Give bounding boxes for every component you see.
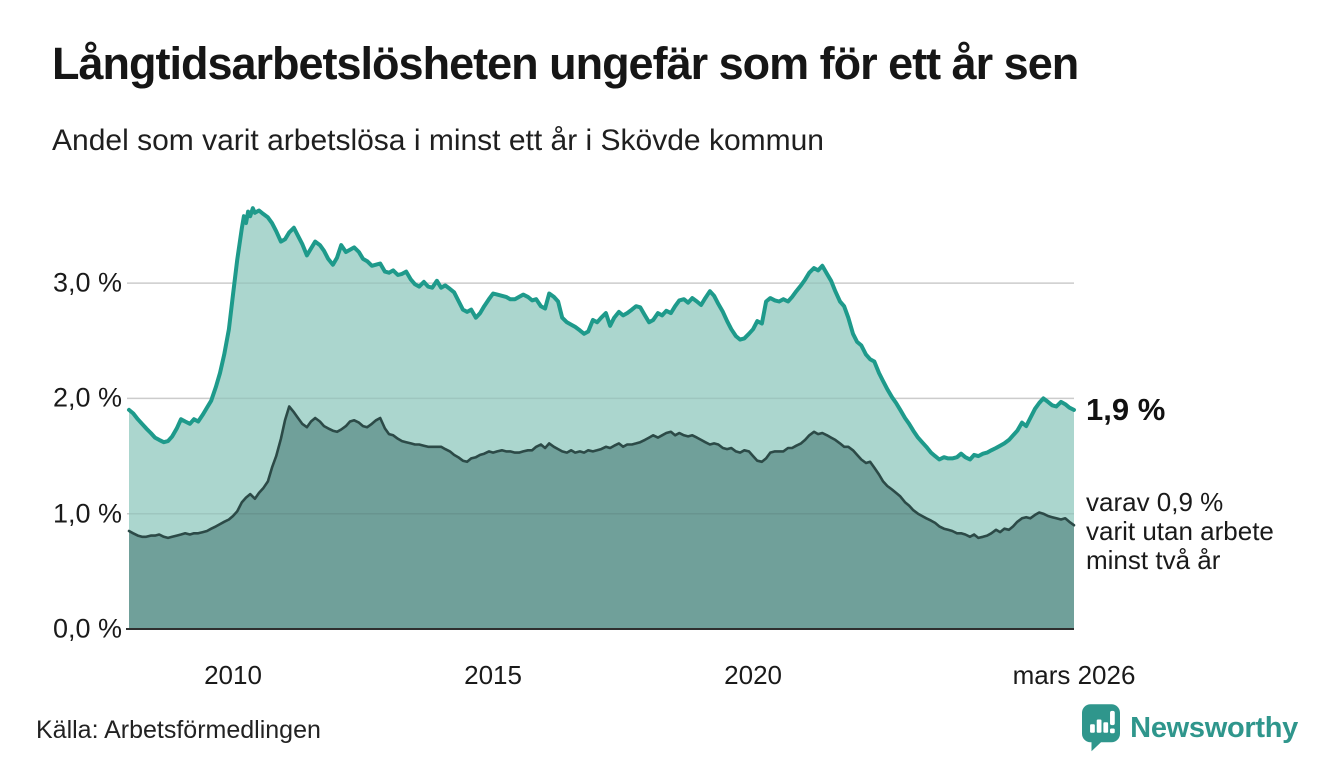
x-tick-label: 2020 bbox=[724, 660, 783, 690]
source-attribution: Källa: Arbetsförmedlingen bbox=[36, 716, 321, 744]
newsworthy-logo[interactable]: Newsworthy bbox=[1082, 704, 1298, 752]
y-tick-label: 0,0 % bbox=[52, 613, 122, 644]
area-fill-minst-två-år bbox=[129, 406, 1074, 629]
x-tick-label: 2015 bbox=[464, 660, 522, 690]
page-title: Långtidsarbetslösheten ungefär som för e… bbox=[52, 38, 1079, 89]
series-line-minst-ett-år bbox=[127, 206, 1076, 462]
y-tick-label: 2,0 % bbox=[52, 382, 122, 413]
page-subtitle: Andel som varit arbetslösa i minst ett å… bbox=[52, 124, 824, 157]
y-tick-label: 1,0 % bbox=[52, 498, 122, 529]
series-line-minst-två-år bbox=[127, 405, 1076, 540]
newsworthy-bubble-chart-icon bbox=[1082, 704, 1121, 752]
x-tick-label: mars 2026 bbox=[1012, 660, 1136, 690]
newsworthy-logo-text: Newsworthy bbox=[1130, 711, 1298, 744]
latest-value-label: 1,9 % bbox=[1086, 391, 1166, 427]
y-tick-label: 3,0 % bbox=[52, 267, 122, 298]
sub-series-annotation: varav 0,9 % varit utan arbete minst två … bbox=[1086, 487, 1274, 576]
x-tick-label: 2010 bbox=[204, 660, 262, 690]
